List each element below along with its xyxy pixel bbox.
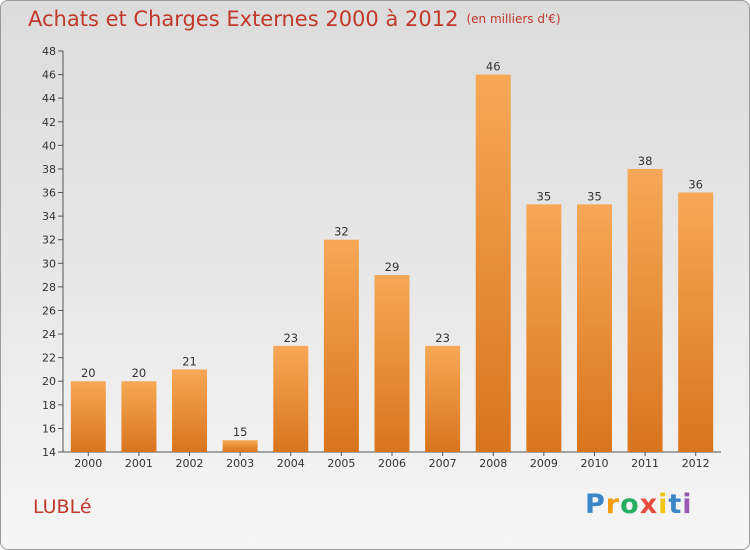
bar-value-label: 38 bbox=[638, 154, 653, 168]
bar bbox=[576, 204, 612, 452]
y-tick-label: 38 bbox=[42, 163, 56, 176]
bar-value-label: 46 bbox=[486, 60, 501, 74]
y-tick-label: 16 bbox=[42, 422, 56, 435]
chart-subtitle: (en milliers d'€) bbox=[466, 12, 561, 26]
bar bbox=[323, 239, 359, 452]
bar-value-label: 21 bbox=[182, 354, 197, 368]
logo-letter: t bbox=[668, 489, 683, 520]
bar bbox=[425, 345, 461, 452]
proxiti-logo[interactable]: Proxiti bbox=[585, 489, 693, 520]
bar bbox=[70, 381, 106, 452]
chart-title-text: Achats et Charges Externes 2000 à 2012 bbox=[28, 7, 459, 31]
bar bbox=[121, 381, 157, 452]
bar-value-label: 29 bbox=[385, 260, 400, 274]
bar-value-label: 15 bbox=[233, 425, 248, 439]
logo-letter: o bbox=[620, 489, 640, 520]
x-tick-label: 2000 bbox=[74, 457, 102, 470]
x-tick-label: 2011 bbox=[631, 457, 659, 470]
y-tick-label: 42 bbox=[42, 116, 56, 129]
y-tick-label: 44 bbox=[42, 92, 56, 105]
y-tick-label: 30 bbox=[42, 257, 56, 270]
chart-title: Achats et Charges Externes 2000 à 2012 (e… bbox=[28, 7, 561, 31]
bar bbox=[374, 275, 410, 452]
bar-value-label: 20 bbox=[81, 366, 96, 380]
bar bbox=[273, 345, 309, 452]
x-tick-label: 2007 bbox=[429, 457, 457, 470]
y-tick-label: 18 bbox=[42, 399, 56, 412]
bar-value-label: 35 bbox=[587, 189, 602, 203]
logo-letter: i bbox=[682, 489, 693, 520]
y-tick-label: 26 bbox=[42, 304, 56, 317]
bar-value-label: 32 bbox=[334, 225, 349, 239]
bar bbox=[475, 74, 511, 453]
y-tick-label: 48 bbox=[42, 45, 56, 58]
y-tick-label: 46 bbox=[42, 69, 56, 82]
x-tick-label: 2002 bbox=[176, 457, 204, 470]
bar bbox=[678, 192, 714, 452]
y-tick-label: 22 bbox=[42, 352, 56, 365]
y-tick-label: 40 bbox=[42, 139, 56, 152]
x-tick-label: 2010 bbox=[580, 457, 608, 470]
x-tick-label: 2003 bbox=[226, 457, 254, 470]
chart-axes: 14 16 18 20 22 24 26 28 30 32 34 36 38 40 42 44 46 48 2000… bbox=[42, 45, 721, 470]
commune-name: LUBLé bbox=[33, 496, 92, 518]
y-tick-label: 34 bbox=[42, 210, 56, 223]
chart-bars: 20 20 21 15 23 32 29 23 46 35 35 38 36 bbox=[70, 60, 714, 453]
x-tick-label: 2001 bbox=[125, 457, 153, 470]
x-tick-label: 2006 bbox=[378, 457, 406, 470]
logo-letter: P bbox=[585, 489, 606, 520]
bar bbox=[526, 204, 562, 452]
x-tick-label: 2008 bbox=[479, 457, 507, 470]
y-tick-label: 36 bbox=[42, 187, 56, 200]
x-tick-label: 2012 bbox=[682, 457, 710, 470]
logo-letter: r bbox=[605, 489, 621, 520]
y-tick-label: 14 bbox=[42, 446, 56, 459]
bar-value-label: 36 bbox=[688, 178, 703, 192]
bar-value-label: 35 bbox=[537, 189, 552, 203]
y-tick-label: 32 bbox=[42, 234, 56, 247]
x-tick-label: 2005 bbox=[327, 457, 355, 470]
bar bbox=[222, 440, 258, 452]
y-tick-label: 24 bbox=[42, 328, 56, 341]
bar-value-label: 20 bbox=[132, 366, 147, 380]
bar-value-label: 23 bbox=[283, 331, 298, 345]
y-tick-label: 20 bbox=[42, 375, 56, 388]
x-tick-label: 2004 bbox=[277, 457, 305, 470]
bar bbox=[627, 168, 663, 453]
logo-letter: x bbox=[639, 489, 659, 520]
bar-value-label: 23 bbox=[435, 331, 450, 345]
logo-letter: i bbox=[658, 489, 669, 520]
y-tick-label: 28 bbox=[42, 281, 56, 294]
bar bbox=[172, 369, 208, 452]
x-tick-label: 2009 bbox=[530, 457, 558, 470]
